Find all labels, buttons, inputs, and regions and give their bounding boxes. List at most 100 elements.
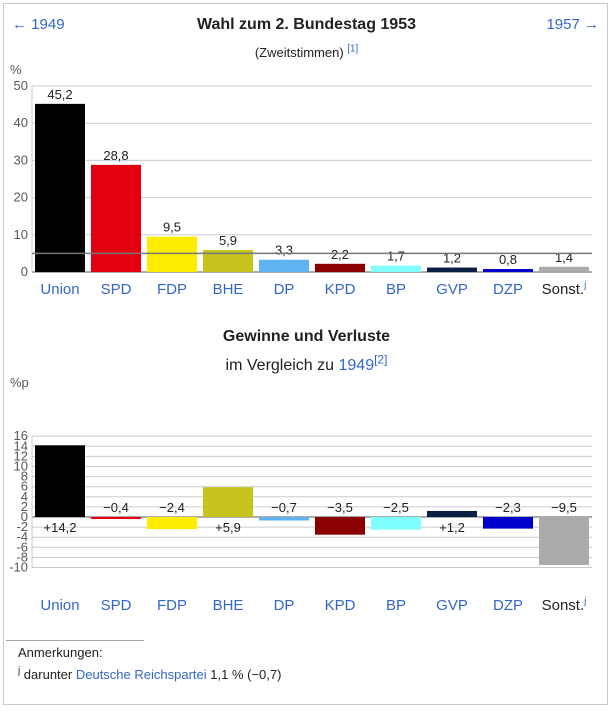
undefined-category-label: Sonst.j — [542, 596, 587, 614]
undefined-category-label: DZP — [493, 597, 523, 614]
notes-divider — [6, 640, 144, 641]
undefined-bar-gvp — [427, 267, 477, 272]
undefined-ytick-label: 10 — [14, 227, 28, 242]
infobox-frame — [3, 3, 608, 705]
notes-title: Anmerkungen: — [18, 645, 103, 660]
undefined-bar-bp — [371, 265, 421, 272]
undefined-value-label: −2,4 — [159, 500, 185, 515]
chart2-subtitle-text: im Vergleich zu — [225, 357, 335, 374]
undefined-value-label: −2,5 — [383, 500, 409, 515]
undefined-ytick-label: 4 — [21, 489, 28, 504]
undefined-category-label: Sonst.j — [542, 280, 587, 298]
chart1-subtitle-text: (Zweitstimmen) — [254, 45, 344, 60]
chart1-ref-link[interactable]: [1] — [347, 43, 359, 55]
undefined-value-label: 9,5 — [163, 220, 181, 235]
undefined-value-label: 1,2 — [443, 251, 461, 266]
undefined-ytick-label: 2 — [21, 499, 28, 514]
undefined-value-label: −2,3 — [495, 500, 521, 515]
undefined-value-label: −9,5 — [551, 500, 577, 515]
undefined-value-label: +1,2 — [439, 520, 465, 535]
undefined-bar-bhe — [203, 487, 253, 517]
undefined-ytick-label: -10 — [9, 560, 28, 575]
undefined-ytick-label: 50 — [14, 78, 28, 93]
undefined-bar-bp — [371, 517, 421, 530]
undefined-bar-sonst — [539, 517, 589, 565]
undefined-ytick-label: 8 — [21, 469, 28, 484]
chart1-subtitle: (Zweitstimmen) [1] — [0, 43, 613, 60]
undefined-category-label: KPD — [325, 597, 356, 614]
undefined-category-label: DZP — [493, 281, 523, 298]
undefined-bar-kpd — [315, 263, 365, 272]
undefined-bar-fdp — [147, 236, 197, 272]
chart1-title: Wahl zum 2. Bundestag 1953 — [196, 16, 416, 33]
deutsche-reichspartei-link[interactable]: Deutsche Reichspartei — [75, 667, 207, 682]
undefined-bar-dp — [259, 259, 309, 272]
undefined-value-label: 2,2 — [331, 247, 349, 262]
undefined-category-label: GVP — [436, 597, 468, 614]
undefined-ytick-label: 40 — [14, 115, 28, 130]
undefined-ytick-label: 6 — [21, 479, 28, 494]
undefined-bar-dp — [259, 517, 309, 521]
undefined-bar-union — [35, 445, 85, 517]
undefined-ytick-label: -2 — [16, 519, 28, 534]
undefined-value-label: −3,5 — [327, 500, 353, 515]
undefined-ytick-label: 14 — [14, 438, 28, 453]
note-marker: j — [18, 665, 21, 677]
chart2-subtitle: im Vergleich zu 1949[2] — [0, 354, 613, 375]
undefined-category-label: DP — [274, 597, 295, 614]
undefined-unit-label: %p — [10, 375, 29, 390]
undefined-unit-label: % — [10, 62, 22, 77]
undefined-value-label: 28,8 — [103, 148, 128, 163]
undefined-category-label: Union — [40, 597, 79, 614]
undefined-category-label: FDP — [157, 597, 187, 614]
prev-election-link[interactable]: ← 1949 — [12, 16, 65, 33]
undefined-category-label: BHE — [213, 597, 244, 614]
undefined-ytick-label: 30 — [14, 152, 28, 167]
undefined-value-label: −0,4 — [103, 500, 129, 515]
undefined-ytick-label: 12 — [14, 448, 28, 463]
note-j: j darunter Deutsche Reichspartei 1,1 % (… — [18, 665, 282, 682]
undefined-bar-dzp — [483, 269, 533, 272]
note-suffix: 1,1 % (−0,7) — [210, 667, 282, 682]
undefined-bar-sonst — [539, 266, 589, 272]
undefined-category-label: BHE — [213, 281, 244, 298]
undefined-value-label: +14,2 — [44, 520, 77, 535]
undefined-value-label: 5,9 — [219, 233, 237, 248]
undefined-bar-gvp — [427, 510, 477, 517]
undefined-ytick-label: 10 — [14, 459, 28, 474]
chart-vote-share: % 0 10 20 30 40 50 45,2 Union 28,8 SPD 9,5 FDP 5,9 BHE… — [10, 62, 592, 298]
undefined-value-label: 3,3 — [275, 243, 293, 258]
undefined-bar-spd — [91, 164, 141, 272]
undefined-ytick-label: 0 — [21, 264, 28, 279]
undefined-category-label: BP — [386, 597, 406, 614]
undefined-category-label: FDP — [157, 281, 187, 298]
chart2-year-link[interactable]: 1949 — [338, 357, 375, 374]
undefined-bar-dzp — [483, 517, 533, 529]
undefined-value-label: +5,9 — [215, 520, 241, 535]
undefined-ytick-label: 20 — [14, 190, 28, 205]
undefined-bar-spd — [91, 517, 141, 520]
undefined-category-label: KPD — [325, 281, 356, 298]
undefined-ytick-label: -6 — [16, 539, 28, 554]
chart2-ref-link[interactable]: [2] — [374, 352, 388, 367]
undefined-value-label: 1,4 — [555, 250, 573, 265]
undefined-value-label: 0,8 — [499, 252, 517, 267]
undefined-bar-fdp — [147, 517, 197, 530]
note-prefix: darunter — [23, 667, 73, 682]
undefined-bar-kpd — [315, 517, 365, 535]
undefined-ytick-label: 0 — [21, 509, 28, 524]
undefined-category-label: GVP — [436, 281, 468, 298]
undefined-value-label: 45,2 — [47, 87, 72, 102]
undefined-category-label: DP — [274, 281, 295, 298]
chart2-title: Gewinne und Verluste — [222, 328, 391, 345]
undefined-ytick-label: -4 — [16, 529, 28, 544]
undefined-category-label: BP — [386, 281, 406, 298]
undefined-category-label: SPD — [101, 597, 132, 614]
next-election-link[interactable]: 1957 → — [546, 16, 599, 33]
undefined-ytick-label: 16 — [14, 428, 28, 443]
undefined-bar-union — [35, 103, 85, 272]
undefined-value-label: 1,7 — [387, 249, 405, 264]
undefined-category-label: Union — [40, 281, 79, 298]
undefined-category-label: SPD — [101, 281, 132, 298]
